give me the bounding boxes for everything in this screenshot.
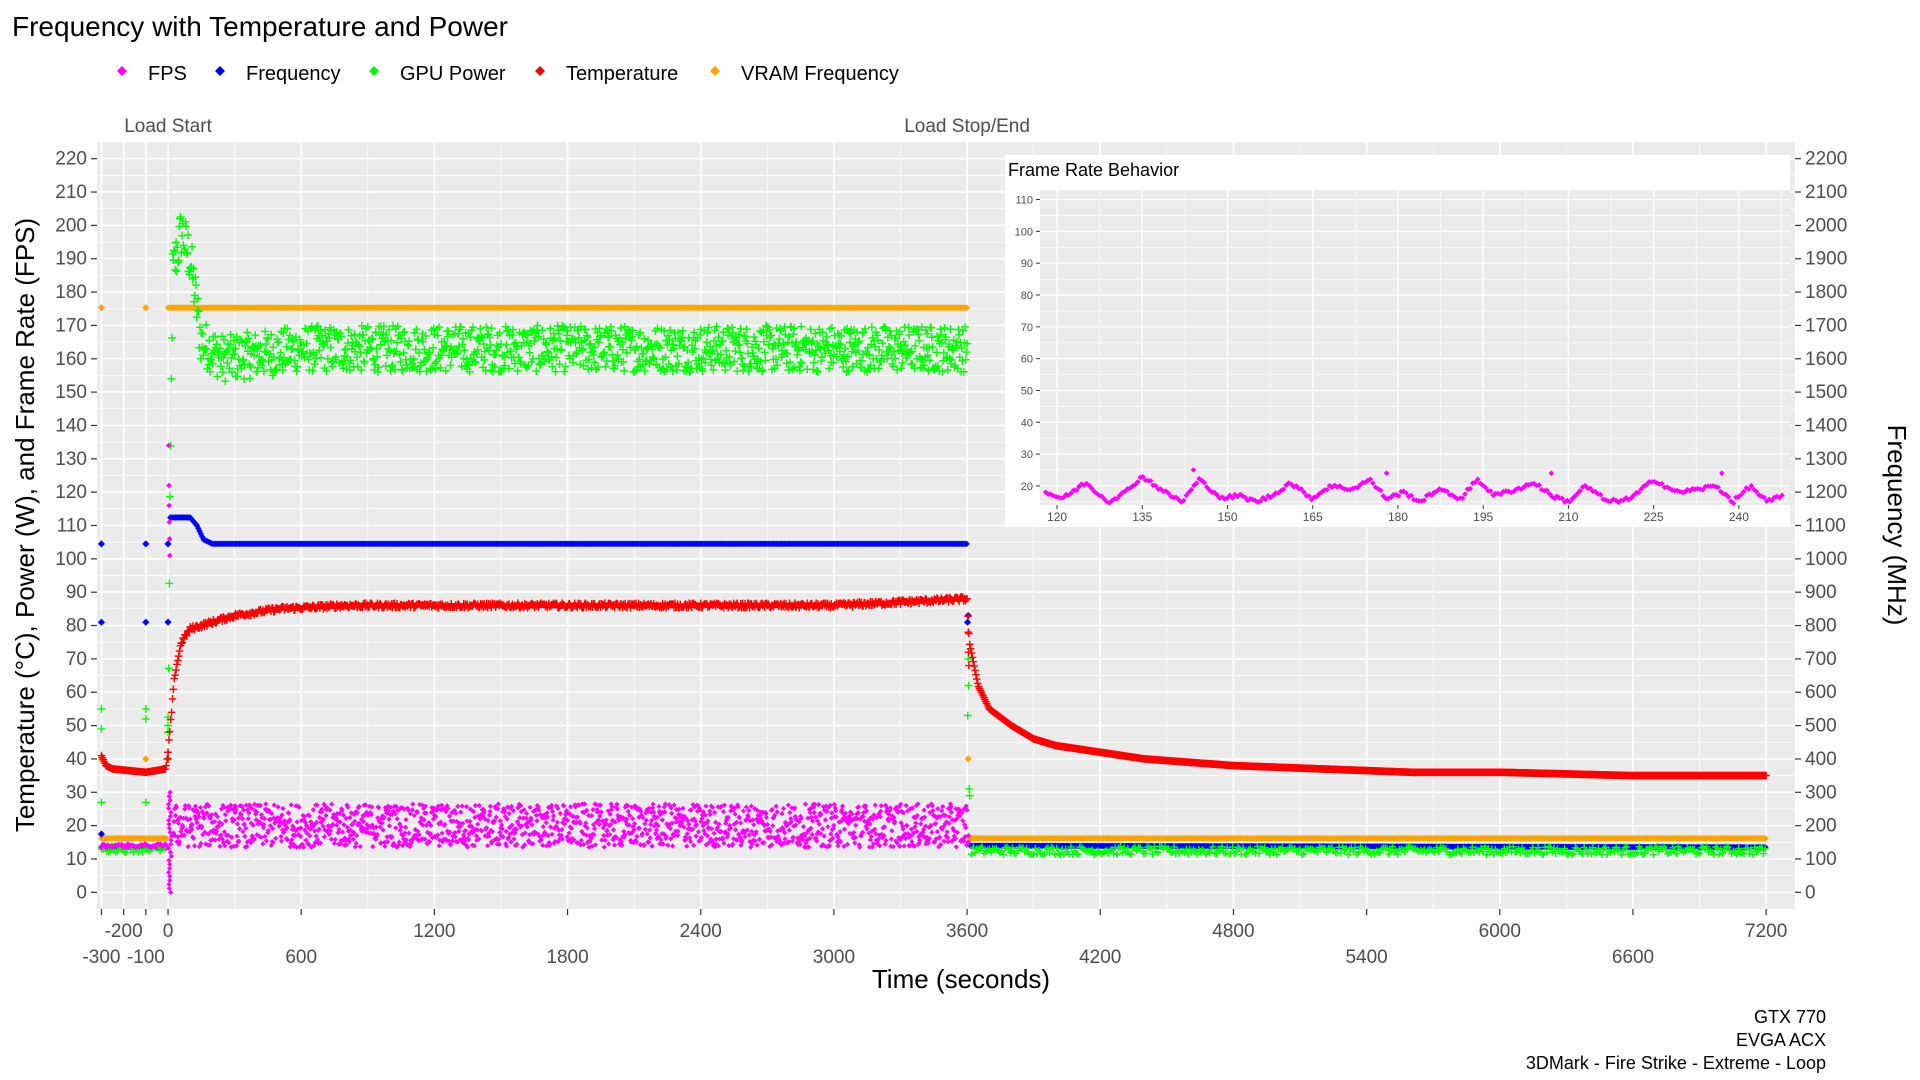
legend-key	[117, 66, 127, 76]
legend-label: Temperature	[566, 63, 678, 85]
legend-item: VRAM Frequency	[710, 63, 899, 85]
legend-item: FPS	[117, 63, 187, 85]
annotation-label: Load Start	[124, 116, 212, 137]
data-point	[1762, 835, 1769, 842]
data-marks	[97, 212, 1770, 895]
annotations: Load Start Load Stop/End	[124, 116, 1030, 137]
legend: FPS Frequency GPU Power Temperature VRAM Fre…	[117, 63, 899, 85]
legend-key	[535, 66, 545, 76]
series-vram-frequency	[97, 304, 1769, 842]
legend-item: GPU Power	[369, 63, 506, 85]
legend-key	[369, 66, 379, 76]
annotation-label: Load Stop/End	[904, 116, 1030, 137]
legend-label: FPS	[148, 63, 187, 85]
data-point	[963, 304, 971, 311]
legend-item: Frequency	[215, 63, 341, 85]
chart-title: Frequency with Temperature and Power	[12, 11, 508, 42]
legend-label: Frequency	[246, 63, 341, 85]
legend-key	[710, 66, 720, 76]
legend-key	[215, 66, 225, 76]
legend-label: VRAM Frequency	[741, 63, 899, 85]
legend-label: GPU Power	[400, 63, 506, 85]
legend-item: Temperature	[535, 63, 678, 85]
